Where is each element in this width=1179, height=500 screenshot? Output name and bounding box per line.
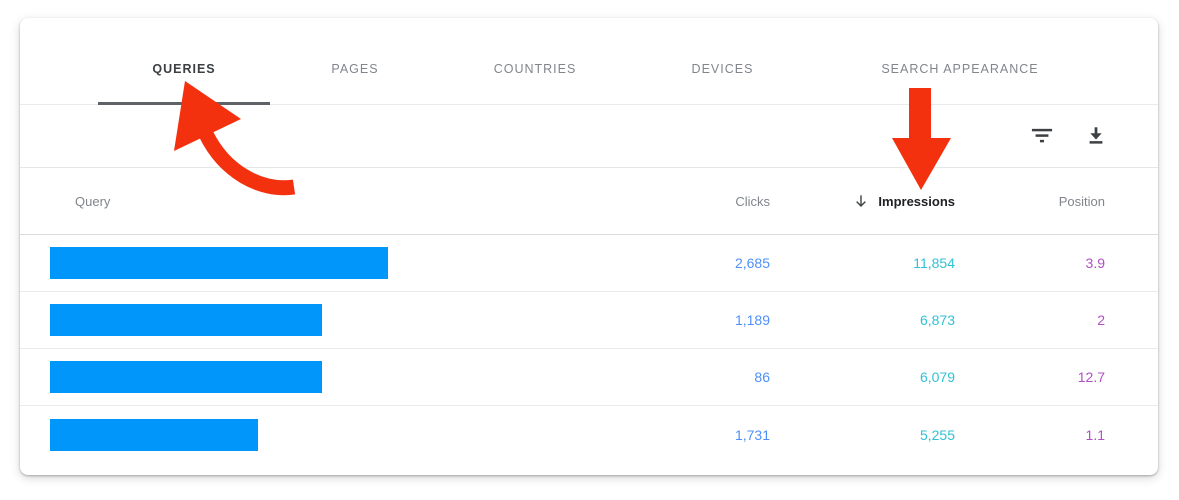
position-value: 3.9: [1085, 255, 1105, 271]
redacted-query-bar: [50, 418, 258, 451]
impressions-value: 5,255: [919, 426, 955, 443]
impressions-value: 6,873: [919, 312, 955, 328]
arrow-downward-sort-icon: [856, 195, 867, 207]
tab-countries[interactable]: COUNTRIES: [440, 34, 630, 104]
column-header-clicks[interactable]: Clicks: [735, 193, 770, 209]
download-icon: [1089, 127, 1103, 144]
table-row[interactable]: 86 6,079 12.7: [20, 349, 1158, 406]
clicks-value: 2,685: [734, 255, 770, 271]
column-header-query[interactable]: Query: [75, 193, 111, 209]
tab-queries-label: QUERIES: [152, 62, 216, 76]
position-value: 2: [1097, 312, 1105, 328]
tab-devices[interactable]: DEVICES: [630, 34, 815, 104]
active-tab-indicator: [98, 102, 270, 105]
tab-queries[interactable]: QUERIES: [98, 34, 270, 105]
position-value: 1.1: [1085, 426, 1105, 443]
clicks-value: 86: [754, 369, 770, 385]
search-performance-card: QUERIES PAGES COUNTRIES DEVICES SEARCH A…: [20, 18, 1158, 475]
table-row[interactable]: 1,189 6,873 2: [20, 292, 1158, 349]
filter-button[interactable]: [1022, 116, 1062, 156]
redacted-query-bar: [50, 247, 388, 279]
table-header-row: Query Clicks Impressions Position: [20, 168, 1158, 235]
tab-search-appearance[interactable]: SEARCH APPEARANCE: [815, 34, 1105, 104]
table-row[interactable]: 2,685 11,854 3.9: [20, 235, 1158, 292]
tab-bar: QUERIES PAGES COUNTRIES DEVICES SEARCH A…: [20, 18, 1158, 105]
table-body: 2,685 11,854 3.9 1,189 6,873 2 86 6,079 …: [20, 235, 1158, 463]
download-button[interactable]: [1076, 116, 1116, 156]
filter-list-icon: [1031, 128, 1053, 143]
clicks-value: 1,731: [734, 426, 770, 443]
impressions-value: 6,079: [919, 369, 955, 385]
column-header-impressions-label: Impressions: [878, 193, 955, 209]
tab-pages-label: PAGES: [331, 62, 379, 76]
tab-search-appearance-label: SEARCH APPEARANCE: [881, 62, 1039, 76]
column-header-impressions[interactable]: Impressions: [770, 193, 955, 209]
redacted-query-bar: [50, 361, 322, 393]
table-row[interactable]: 1,731 5,255 1.1: [20, 406, 1158, 463]
tab-pages[interactable]: PAGES: [270, 34, 440, 104]
tab-countries-label: COUNTRIES: [493, 62, 577, 76]
position-value: 12.7: [1077, 369, 1105, 385]
redacted-query-bar: [50, 304, 322, 336]
clicks-value: 1,189: [734, 312, 770, 328]
table-toolbar: [20, 105, 1158, 168]
column-header-position[interactable]: Position: [1058, 193, 1105, 209]
impressions-value: 11,854: [913, 255, 955, 271]
tab-devices-label: DEVICES: [691, 62, 754, 76]
